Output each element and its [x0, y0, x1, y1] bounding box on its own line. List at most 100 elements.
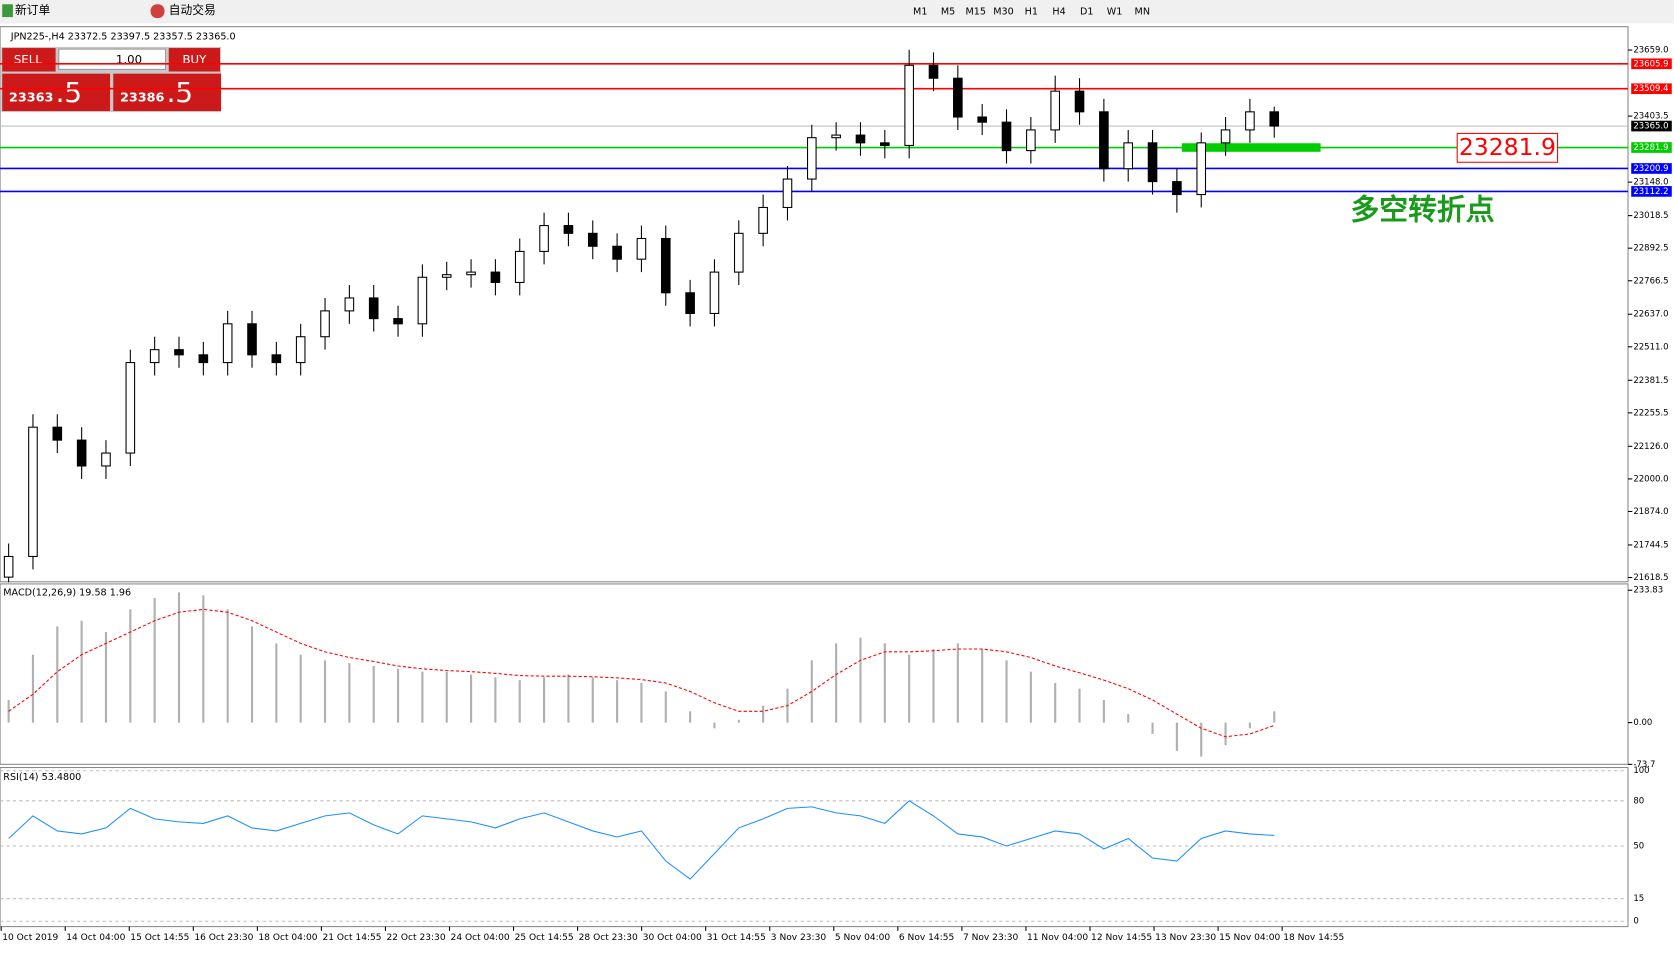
- candle-body: [563, 225, 574, 234]
- new-order-button[interactable]: 新订单: [15, 3, 50, 17]
- x-tick-label: 21 Oct 14:55: [322, 933, 381, 943]
- y-tick-label: 22381.5: [1633, 376, 1668, 386]
- timeframe-button[interactable]: M1: [913, 7, 927, 18]
- price-tag-label: 23112.2: [1633, 187, 1668, 197]
- auto-trade-button[interactable]: 自动交易: [169, 3, 216, 17]
- bid-box[interactable]: [2, 73, 111, 112]
- sell-button[interactable]: [2, 48, 56, 72]
- x-tick-label: 3 Nov 23:30: [771, 933, 827, 943]
- buy-button[interactable]: [168, 48, 220, 72]
- x-tick-label: 24 Oct 04:00: [451, 933, 510, 943]
- y-tick-label: 22637.0: [1633, 310, 1668, 320]
- price-tag: [1631, 163, 1672, 174]
- macd-bar: [567, 674, 570, 723]
- macd-title: MACD(12,26,9) 19.58 1.96: [3, 587, 131, 598]
- macd-bar: [469, 674, 473, 723]
- macd-bar: [299, 654, 302, 723]
- price-tag-label: 23509.4: [1633, 84, 1668, 94]
- timeframe-button[interactable]: MN: [1135, 7, 1150, 18]
- candle-body: [247, 323, 257, 356]
- candle-body: [928, 64, 939, 79]
- price-tag: [1631, 58, 1672, 70]
- sell-label: SELL: [14, 52, 42, 66]
- signal-line: [8, 608, 1275, 738]
- price-tag: [1631, 83, 1672, 95]
- new-order-icon: [2, 4, 13, 18]
- price-tag-label: 23200.9: [1633, 164, 1668, 174]
- macd-bar: [177, 592, 181, 723]
- macd-bar: [810, 660, 813, 723]
- macd-bar: [956, 643, 959, 723]
- macd-bar: [1102, 699, 1105, 723]
- trade-panel: SELL BUY 1.00 23363 .5 23386 .5: [1, 46, 222, 113]
- macd-panel: [0, 583, 1629, 765]
- timeframe-button[interactable]: H1: [1025, 7, 1038, 18]
- y-tick-label: 22255.5: [1633, 408, 1668, 418]
- y-tick-label: 21618.5: [1633, 573, 1668, 583]
- macd-bar: [713, 722, 716, 729]
- x-tick-label: 13 Nov 23:30: [1155, 933, 1216, 943]
- macd-bar: [494, 677, 497, 723]
- candle-body: [1123, 142, 1134, 170]
- y-tick-label: 15: [1633, 894, 1644, 904]
- rsi-panel: [0, 766, 1629, 928]
- x-tick-label: 25 Oct 14:55: [515, 933, 574, 943]
- x-tick-label: 18 Nov 14:55: [1283, 933, 1344, 943]
- macd-bar: [421, 671, 424, 723]
- timeframe-button[interactable]: M30: [993, 7, 1014, 18]
- price-tag: [1631, 142, 1672, 153]
- y-tick-label: 23659.0: [1633, 46, 1668, 56]
- candle-body: [125, 362, 136, 454]
- annotation-price: 23281.9: [1459, 133, 1556, 161]
- macd-bar: [153, 598, 156, 723]
- timeframe-button[interactable]: D1: [1080, 7, 1094, 18]
- macd-bar: [1248, 722, 1251, 729]
- macd-bar: [543, 677, 546, 723]
- lot-input[interactable]: [58, 48, 167, 70]
- candle-body: [271, 354, 282, 364]
- timeframe-button[interactable]: M5: [941, 7, 955, 18]
- macd-bar: [908, 654, 911, 723]
- main-panel: [0, 26, 1629, 583]
- macd-bar: [835, 643, 838, 723]
- price-tag-label: 23281.9: [1633, 143, 1668, 153]
- candle-body: [3, 555, 14, 578]
- x-tick-label: 14 Oct 04:00: [66, 933, 125, 943]
- candle-body: [28, 426, 38, 557]
- x-tick-label: 12 Nov 14:55: [1091, 933, 1152, 943]
- timeframe-button[interactable]: M15: [966, 7, 987, 18]
- timeframe-button[interactable]: H4: [1052, 7, 1065, 18]
- timeframe-button[interactable]: W1: [1107, 7, 1123, 18]
- macd-bar: [981, 649, 984, 723]
- x-tick-label: 22 Oct 23:30: [387, 933, 446, 943]
- candle-body: [539, 225, 549, 252]
- candle-body: [76, 439, 87, 467]
- candle-body: [466, 271, 476, 276]
- macd-bar: [1200, 722, 1203, 757]
- candle-body: [782, 178, 793, 209]
- macd-bar: [56, 626, 59, 723]
- candle-body: [393, 318, 403, 325]
- macd-bar: [859, 637, 862, 723]
- candle-body: [880, 142, 890, 146]
- level-marker: [1181, 143, 1321, 152]
- bid-pips: .5: [56, 76, 82, 109]
- y-tick-label: 22000.0: [1633, 474, 1668, 484]
- candle-body: [636, 237, 647, 260]
- y-tick-label: 23148.0: [1633, 178, 1668, 188]
- candle-body: [1245, 111, 1255, 131]
- candle-body: [733, 232, 744, 273]
- candle-body: [685, 292, 695, 314]
- price-tag-label: 23605.9: [1633, 59, 1668, 69]
- y-tick-label: 22892.5: [1633, 244, 1668, 254]
- candle-body: [612, 245, 622, 260]
- candle-body: [320, 310, 330, 338]
- macd-bar: [1029, 671, 1032, 723]
- ask-box[interactable]: [113, 73, 222, 112]
- candle-body: [977, 116, 987, 123]
- y-tick-label: 22766.5: [1633, 276, 1668, 286]
- y-tick-label: -73.7: [1633, 760, 1655, 770]
- annotation-box: [1456, 132, 1559, 163]
- candle-body: [831, 134, 841, 139]
